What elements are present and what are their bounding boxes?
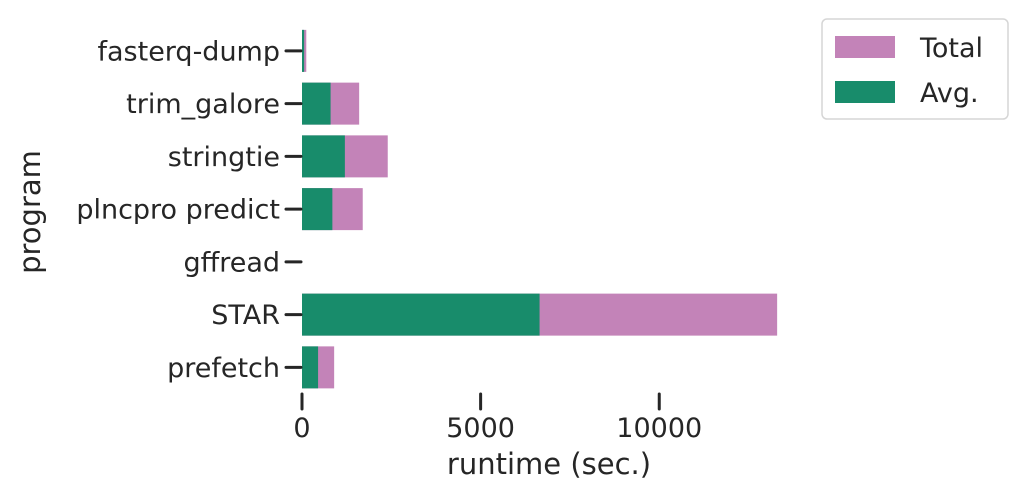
legend-label-avg: Avg. [920, 78, 979, 109]
x-tick-label-10000: 10000 [616, 413, 702, 444]
legend-swatch-total [835, 36, 895, 58]
y-tick-label-stringtie: stringtie [168, 142, 280, 173]
x-tick-label-5000: 5000 [446, 413, 515, 444]
bar-avg-plncpro-predict [302, 188, 333, 231]
y-tick-label-prefetch: prefetch [167, 353, 280, 384]
bar-avg-trim-galore [302, 82, 331, 125]
bar-avg-fasterq-dump [302, 29, 305, 72]
bar-avg-stringtie [302, 135, 345, 178]
legend: Total Avg. [821, 18, 1009, 120]
bar-total-fasterq-dump [302, 29, 307, 72]
legend-swatch-avg [835, 81, 895, 103]
y-tick-label-fasterq-dump: fasterq-dump [97, 36, 280, 67]
x-tick-label-0: 0 [293, 413, 310, 444]
legend-label-total: Total [919, 33, 983, 64]
x-axis-label: runtime (sec.) [447, 447, 651, 481]
y-tick-label-trim-galore: trim_galore [126, 89, 280, 120]
y-tick-label-gffread: gffread [183, 247, 280, 278]
bars-group [302, 29, 778, 389]
bar-avg-prefetch [302, 346, 319, 389]
y-tick-label-plncpro-predict: plncpro predict [76, 195, 280, 226]
y-axis-label: program [13, 150, 47, 274]
x-ticks-group: 0 5000 10000 [293, 392, 702, 444]
y-tick-label-star: STAR [211, 300, 280, 331]
bar-avg-star [302, 293, 540, 336]
y-ticks-group: fasterq-dump trim_galore stringtie plncpro … [76, 36, 303, 384]
